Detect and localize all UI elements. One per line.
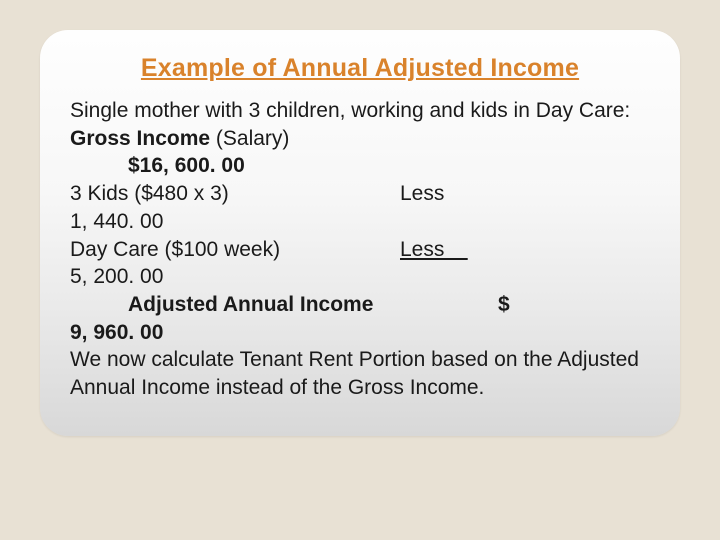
gross-income-line: Gross Income (Salary) <box>70 125 650 153</box>
daycare-amount: 5, 200. 00 <box>70 263 650 291</box>
intro-text: Single mother with 3 children, working a… <box>70 97 650 125</box>
adjusted-symbol: $ <box>498 291 510 319</box>
gross-income-label-bold: Gross Income <box>70 127 210 150</box>
adjusted-label: Adjusted Annual Income <box>128 291 498 319</box>
closing-text: We now calculate Tenant Rent Portion bas… <box>70 346 650 401</box>
kids-line: 3 Kids ($480 x 3)Less <box>70 180 650 208</box>
slide-card: Example of Annual Adjusted Income Single… <box>40 30 680 436</box>
slide-title: Example of Annual Adjusted Income <box>70 54 650 83</box>
slide-body: Single mother with 3 children, working a… <box>70 97 650 402</box>
daycare-line: Day Care ($100 week)Less <box>70 236 650 264</box>
kids-label: 3 Kids ($480 x 3) <box>70 180 400 208</box>
gross-income-amount: $16, 600. 00 <box>70 152 650 180</box>
daycare-label: Day Care ($100 week) <box>70 236 400 264</box>
gross-income-label-rest: (Salary) <box>210 127 289 150</box>
adjusted-amount: 9, 960. 00 <box>70 319 650 347</box>
adjusted-line: Adjusted Annual Income$ <box>70 291 650 319</box>
daycare-less: Less <box>400 236 468 264</box>
kids-less: Less <box>400 180 444 208</box>
kids-amount: 1, 440. 00 <box>70 208 650 236</box>
